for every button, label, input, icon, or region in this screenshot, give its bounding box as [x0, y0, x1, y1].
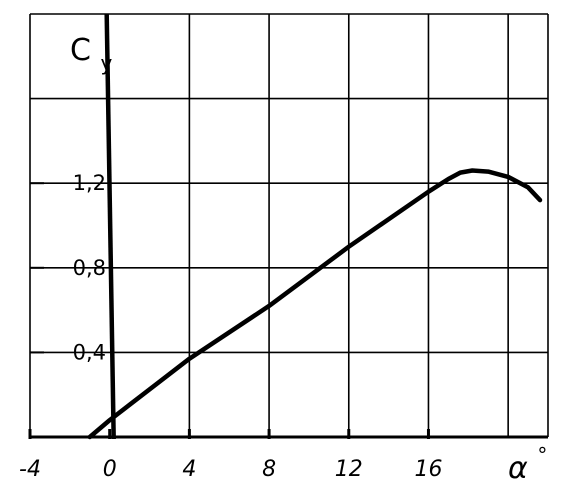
series-line: [87, 168, 543, 440]
x-axis-title-sup: °: [537, 443, 547, 467]
x-tick-label: 0: [103, 457, 117, 482]
y-axis-title-main: C: [70, 33, 91, 68]
y-tick-label: 0,8: [73, 256, 106, 280]
y-axis-title: C y: [70, 33, 113, 75]
y-tick-label: 1,2: [73, 171, 106, 195]
x-tick-label: 4: [182, 457, 196, 482]
x-axis-title-main: α: [508, 451, 528, 486]
axes: [30, 13, 548, 440]
x-tick-label: 8: [262, 457, 276, 482]
x-tick-label: 12: [335, 457, 363, 482]
x-axis-title: α °: [508, 443, 547, 486]
labels: C y α °: [70, 33, 547, 486]
y-axis: [104, 13, 116, 440]
x-tick-label: -4: [19, 457, 41, 482]
y-tick-label: 0,4: [73, 340, 106, 364]
x-tick-label: 16: [414, 457, 442, 482]
y-axis-title-sub: y: [101, 51, 113, 75]
grid: [29, 13, 549, 437]
ticks: -4 0 4 8 12 16 0,4 0,8 1,2: [19, 171, 442, 482]
series: [87, 168, 543, 440]
